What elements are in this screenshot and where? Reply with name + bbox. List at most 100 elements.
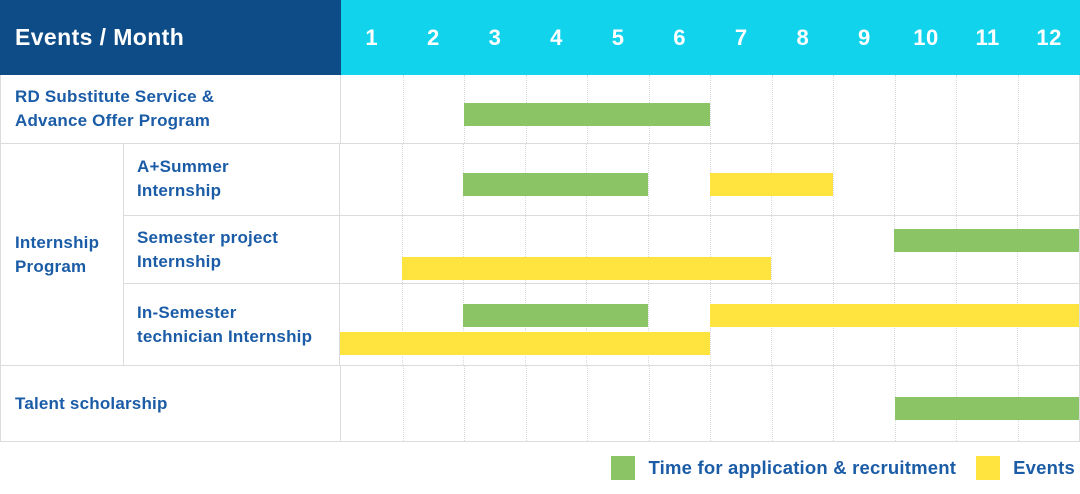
row-label-rd-substitute-service-advance-offer-program: RD Substitute Service & Advance Offer Pro… bbox=[1, 75, 341, 143]
bar-line bbox=[341, 397, 1079, 420]
table-row-a-summer-internship: A+Summer Internship bbox=[124, 144, 1079, 216]
table-row-talent-scholarship: Talent scholarship bbox=[1, 366, 1079, 441]
row-label-line: A+Summer bbox=[137, 157, 229, 177]
column-divider bbox=[1017, 75, 1019, 143]
column-divider bbox=[1017, 144, 1019, 215]
table-row-semester-project-internship: Semester project Internship bbox=[124, 215, 1079, 285]
column-divider bbox=[709, 215, 711, 284]
row-label-line: Talent scholarship bbox=[15, 393, 168, 413]
events-month-label: Events / Month bbox=[15, 24, 185, 50]
legend-swatch-green bbox=[611, 456, 636, 480]
column-divider bbox=[464, 366, 465, 441]
month-header-1: 1 bbox=[365, 24, 379, 50]
bar-green-m3-m5 bbox=[463, 304, 648, 328]
row-label-a-summer-internship: A+Summer Internship bbox=[124, 144, 340, 215]
bar-line bbox=[340, 257, 1079, 281]
table-header-row: Events / Month 1 2 3 4 5 6 7 8 9 10 11 12 bbox=[0, 0, 1080, 75]
month-header-2: 2 bbox=[426, 24, 440, 50]
month-header-3: 3 bbox=[488, 24, 502, 50]
column-divider bbox=[463, 215, 465, 284]
events-month-header-cell: Events / Month bbox=[0, 0, 341, 75]
chart-area-a-summer-internship bbox=[340, 144, 1079, 215]
column-divider bbox=[894, 75, 896, 143]
month-header-4: 4 bbox=[550, 24, 563, 50]
row-label-line: In-Semester bbox=[137, 302, 237, 322]
column-divider bbox=[402, 75, 404, 143]
month-header-5: 5 bbox=[611, 24, 625, 50]
month-header-row: 1 2 3 4 5 6 7 8 9 10 11 12 bbox=[341, 0, 1080, 75]
column-divider bbox=[710, 366, 711, 441]
legend-item-yellow: Events bbox=[976, 456, 1075, 480]
legend-label: Events bbox=[1013, 457, 1075, 478]
chart-area-semester-project-internship bbox=[340, 215, 1079, 284]
row-label-line: technician Internship bbox=[137, 326, 313, 346]
row-label-line: RD Substitute Service & bbox=[15, 87, 215, 106]
bar-lines bbox=[340, 289, 1079, 370]
legend-item-green: Time for application & recruitment bbox=[611, 456, 956, 480]
bar-green-m10-m12 bbox=[894, 397, 1079, 420]
column-divider bbox=[833, 366, 834, 441]
column-divider bbox=[648, 366, 650, 441]
month-header-12: 12 bbox=[1036, 24, 1062, 50]
bar-lines bbox=[340, 221, 1079, 289]
month-header-6: 6 bbox=[673, 24, 687, 50]
row-label-semester-project-internship: Semester project Internship bbox=[124, 215, 340, 284]
column-divider bbox=[401, 215, 403, 284]
bar-line bbox=[340, 332, 1079, 356]
column-divider bbox=[586, 215, 588, 284]
legend-label: Time for application & recruitment bbox=[648, 457, 957, 478]
bar-green-m10-m12 bbox=[894, 229, 1079, 253]
column-divider bbox=[647, 284, 649, 365]
table-row-in-semester-technician-internship: In-Semester technician Internship bbox=[124, 284, 1079, 365]
legend-swatch-yellow bbox=[976, 456, 1001, 480]
table-body: RD Substitute Service & Advance Offer Pro… bbox=[0, 75, 1080, 442]
row-label-line: Advance Offer Program bbox=[15, 111, 211, 130]
bar-green-m3-m6 bbox=[464, 102, 710, 126]
row-label-line: Internship bbox=[15, 232, 100, 252]
column-divider bbox=[833, 75, 834, 143]
bar-yellow-m7-m12 bbox=[709, 304, 1079, 328]
bar-lines bbox=[340, 149, 1079, 220]
group-children: A+Summer Internship Semester project Intern… bbox=[124, 144, 1079, 365]
row-label-line: Internship bbox=[137, 181, 222, 201]
month-header-9: 9 bbox=[858, 24, 871, 50]
row-label-talent-scholarship: Talent scholarship bbox=[1, 366, 341, 441]
column-divider bbox=[525, 366, 527, 441]
column-divider bbox=[710, 75, 711, 143]
month-header-8: 8 bbox=[796, 24, 810, 50]
group-label-internship-program: Internship Program bbox=[1, 144, 124, 365]
chart-area-rd-substitute-service-advance-offer-program bbox=[341, 75, 1079, 143]
month-header-11: 11 bbox=[975, 24, 1000, 50]
bar-line bbox=[341, 102, 1079, 126]
column-divider bbox=[771, 215, 773, 284]
column-divider bbox=[401, 284, 403, 365]
column-divider bbox=[832, 215, 834, 284]
bar-lines bbox=[341, 80, 1079, 148]
bar-line bbox=[340, 229, 1079, 253]
column-divider bbox=[401, 144, 403, 215]
column-divider bbox=[955, 144, 957, 215]
bar-line bbox=[340, 172, 1079, 196]
column-divider bbox=[402, 366, 404, 441]
month-header-7: 7 bbox=[734, 24, 748, 50]
column-divider bbox=[771, 366, 773, 441]
row-label-line: Semester project bbox=[137, 227, 279, 247]
bar-green-m3-m5 bbox=[463, 172, 648, 196]
column-divider bbox=[956, 75, 957, 143]
row-label-line: Internship bbox=[137, 251, 222, 271]
bar-lines bbox=[341, 371, 1079, 446]
row-label-in-semester-technician-internship: In-Semester technician Internship bbox=[124, 284, 340, 365]
chart-area-talent-scholarship bbox=[341, 366, 1079, 441]
column-divider bbox=[832, 144, 834, 215]
group-row-internship-program: Internship Program A+Summer Internship Semes… bbox=[1, 144, 1079, 366]
column-divider bbox=[894, 144, 896, 215]
legend: Time for application & recruitment Events bbox=[0, 442, 1080, 494]
column-divider bbox=[771, 75, 773, 143]
row-label-line: Program bbox=[15, 256, 87, 276]
column-divider bbox=[647, 215, 649, 284]
column-divider bbox=[524, 215, 526, 284]
month-header-10: 10 bbox=[913, 24, 939, 50]
bar-line bbox=[340, 304, 1079, 328]
table-row-rd-substitute-service-advance-offer-program: RD Substitute Service & Advance Offer Pro… bbox=[1, 75, 1079, 144]
